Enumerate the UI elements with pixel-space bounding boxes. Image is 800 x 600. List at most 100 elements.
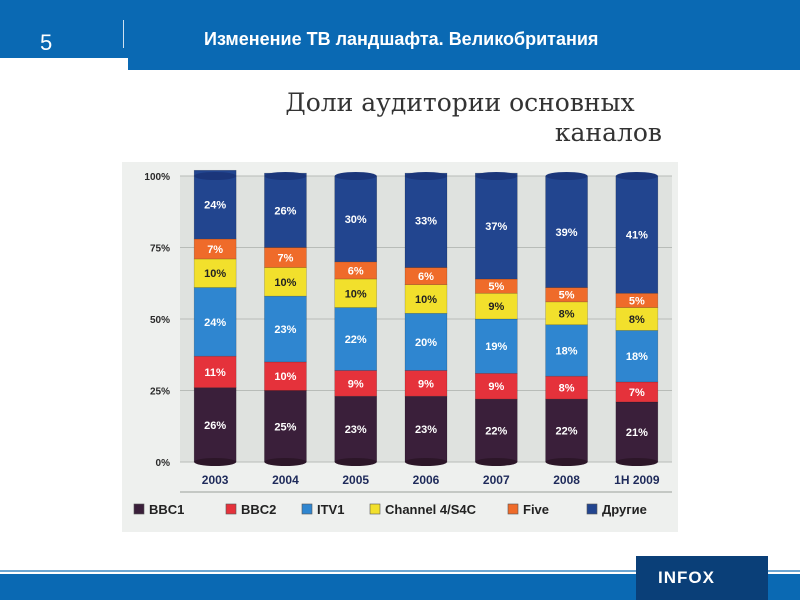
- legend-label: BBC2: [241, 502, 276, 517]
- y-tick-label: 0%: [156, 458, 171, 469]
- legend-label: Five: [523, 502, 549, 517]
- data-label: 19%: [485, 341, 507, 353]
- data-label: 7%: [277, 253, 293, 265]
- bar-top-cap: [615, 172, 658, 180]
- bar-segment: [264, 390, 307, 463]
- bar-bottom-cap: [615, 458, 658, 466]
- x-tick-label: 2006: [413, 473, 440, 487]
- y-tick-label: 25%: [150, 387, 170, 398]
- data-label: 25%: [274, 421, 296, 433]
- bar-segment: [404, 370, 448, 397]
- bar-top-cap: [334, 172, 377, 180]
- bar-segment: [404, 172, 448, 268]
- data-label: 9%: [488, 381, 504, 393]
- bar-top-cap: [545, 172, 588, 180]
- bar-segment: [193, 387, 237, 463]
- logo-text: INFOX: [658, 568, 715, 587]
- legend-label: Другие: [602, 502, 647, 517]
- data-label: 21%: [626, 427, 648, 439]
- legend-swatch: [301, 503, 313, 515]
- header-tab-notch: [0, 58, 128, 70]
- data-label: 10%: [204, 268, 226, 280]
- legend-swatch: [586, 503, 598, 515]
- data-label: 5%: [629, 295, 645, 307]
- bar-segment: [474, 318, 518, 374]
- bar-segment: [193, 287, 237, 357]
- data-label: 10%: [345, 288, 367, 300]
- bar-segment: [334, 278, 378, 308]
- data-label: 9%: [488, 301, 504, 313]
- data-label: 6%: [418, 271, 434, 283]
- slide-number: 5: [40, 30, 53, 55]
- y-tick-label: 100%: [144, 172, 170, 183]
- data-label: 23%: [415, 424, 437, 436]
- data-label: 39%: [556, 227, 578, 239]
- bar-top-cap: [475, 172, 518, 180]
- bar-segment: [193, 355, 237, 388]
- bar-segment: [193, 258, 237, 288]
- bar-bottom-cap: [405, 458, 447, 466]
- chart-title: Доли аудитории основных каналов: [250, 88, 670, 148]
- legend-label: BBC1: [149, 502, 184, 517]
- x-tick-label: 2007: [483, 473, 510, 487]
- data-label: 11%: [204, 367, 226, 379]
- data-label: 8%: [559, 383, 575, 395]
- bar-segment: [615, 330, 659, 383]
- bar-segment: [193, 169, 237, 240]
- bar-segment: [404, 312, 448, 371]
- bar-segment: [264, 267, 307, 297]
- bar-segment: [334, 395, 378, 463]
- bar-bottom-cap: [334, 458, 377, 466]
- legend-label: Channel 4/S4C: [385, 502, 477, 517]
- data-label: 26%: [274, 205, 296, 217]
- y-tick-label: 75%: [150, 244, 170, 255]
- legend-swatch: [225, 503, 237, 515]
- legend-swatch: [133, 503, 145, 515]
- bar-segment: [264, 172, 307, 248]
- bar-bottom-cap: [545, 458, 588, 466]
- chart-title-line-2: каналов: [554, 118, 662, 147]
- x-tick-label: 2005: [342, 473, 369, 487]
- stacked-bar-chart: 0% 25% 50% 75% 100% 26% 11% 24% 10% 7% 24% 2003 25% 1…: [122, 162, 678, 532]
- data-label: 8%: [629, 314, 645, 326]
- infox-logo: INFOX: [636, 556, 768, 600]
- data-label: 37%: [485, 221, 507, 233]
- x-tick-label: 2004: [272, 473, 299, 487]
- data-label: 8%: [559, 308, 575, 320]
- slide-title: Изменение ТВ ландшафта. Великобритания: [204, 29, 599, 49]
- header-divider: [123, 20, 124, 48]
- data-label: 9%: [348, 378, 364, 390]
- x-tick-label: 2003: [202, 473, 229, 487]
- data-label: 26%: [204, 420, 226, 432]
- bar-segment: [545, 398, 588, 463]
- bar-segment: [474, 373, 518, 400]
- data-label: 20%: [415, 337, 437, 349]
- bar-top-cap: [405, 172, 447, 180]
- x-tick-label: 2008: [553, 473, 580, 487]
- data-label: 30%: [345, 214, 367, 226]
- bar-segment: [404, 284, 448, 314]
- bar-bottom-cap: [194, 458, 237, 466]
- bar-top-cap: [264, 172, 307, 180]
- bar-segment: [334, 307, 378, 371]
- legend-label: ITV1: [317, 502, 344, 517]
- chart-title-line-1: Доли аудитории основных: [285, 88, 635, 117]
- header-bar: [0, 0, 800, 70]
- bar-segment: [615, 175, 659, 294]
- data-label: 22%: [345, 334, 367, 346]
- bar-segment: [474, 292, 518, 320]
- bar-top-cap: [194, 172, 237, 180]
- bar-segment: [474, 172, 518, 280]
- data-label: 6%: [348, 265, 364, 277]
- bar-segment: [334, 370, 378, 397]
- data-label: 23%: [274, 324, 296, 336]
- data-label: 23%: [345, 424, 367, 436]
- bar-bottom-cap: [264, 458, 307, 466]
- bar-bottom-cap: [475, 458, 518, 466]
- data-label: 24%: [204, 317, 226, 329]
- bar-segment: [545, 175, 588, 288]
- footer-line: [0, 570, 800, 572]
- x-tick-label: 1H 2009: [614, 473, 660, 487]
- data-label: 24%: [204, 200, 226, 212]
- data-label: 41%: [626, 230, 648, 242]
